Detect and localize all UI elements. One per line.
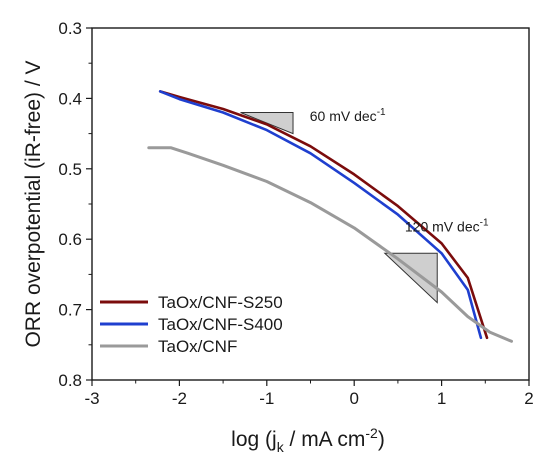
x-tick-label: -2 [172,389,187,408]
x-axis-title-post: ) [378,428,385,451]
legend-label: TaOx/CNF [158,337,237,356]
x-axis-title-sup: -2 [365,425,378,441]
slope-annotation-text: 120 mV dec [405,218,480,234]
slope-annotation-text: 60 mV dec [310,108,377,124]
y-tick-label: 0.8 [58,371,82,390]
y-tick-label: 0.3 [58,19,82,38]
x-tick-label: -3 [84,389,99,408]
legend: TaOx/CNF-S250 TaOx/CNF-S400 TaOx/CNF [100,293,283,356]
x-axis-title: log (jk / mA cm-2) [231,425,385,455]
y-tick-label: 0.7 [58,301,82,320]
slope-annotation-sup: -1 [377,107,386,118]
y-tick-label: 0.4 [58,89,82,108]
slope-triangles [240,111,438,304]
x-tick-label: 1 [437,389,446,408]
series-line [158,90,489,340]
x-tick-label: 0 [349,389,358,408]
slope-annotation-sup: -1 [480,217,489,228]
x-axis-title-pre: log (j [231,428,277,451]
y-tick-label: 0.5 [58,160,82,179]
legend-label: TaOx/CNF-S250 [158,293,283,312]
slope-triangle [383,252,438,304]
x-tick-label: 2 [524,389,533,408]
y-tick-label: 0.6 [58,230,82,249]
series-line [158,90,483,340]
legend-label: TaOx/CNF-S400 [158,315,283,334]
axis-ticks: -3 -2 -1 0 1 2 0.3 0.4 0.5 0.6 0.7 0.8 [58,19,533,408]
slope-annotation: 60 mV dec-1 [310,107,386,124]
x-axis-title-sub: k [277,439,285,455]
series-line [147,146,513,343]
x-axis-title-mid: / mA cm [284,428,366,451]
y-axis-title: ORR overpotential (iR-free) / V [22,60,45,347]
x-tick-label: -1 [259,389,274,408]
slope-annotation: 120 mV dec-1 [405,217,489,234]
series-lines [147,90,513,343]
